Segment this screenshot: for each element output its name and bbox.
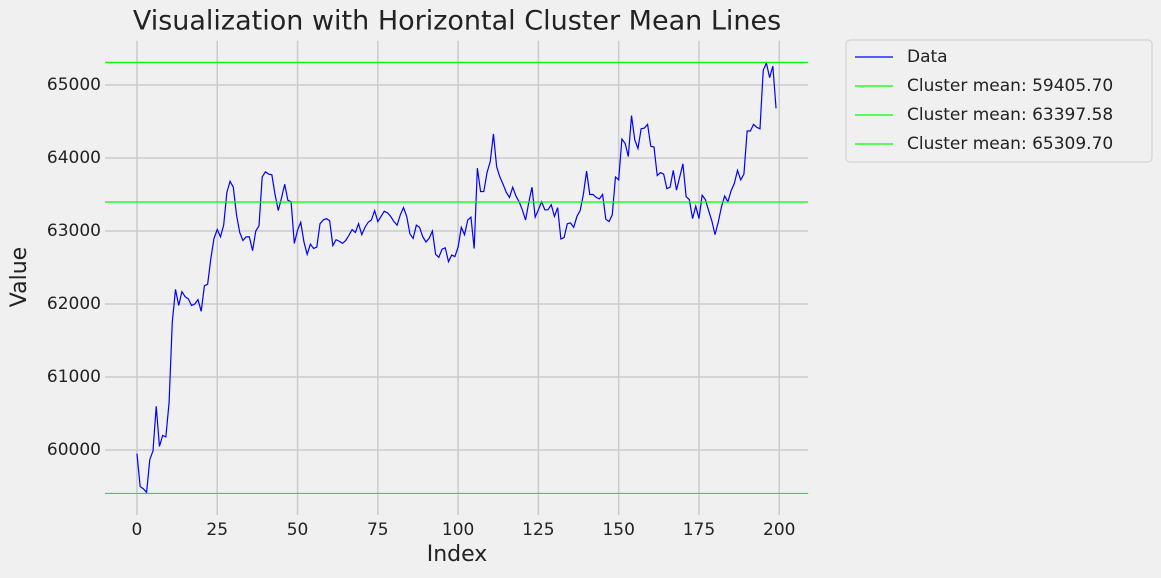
x-tick-label: 100 [442,520,474,540]
chart-title: Visualization with Horizontal Cluster Me… [133,6,781,37]
x-tick-label: 200 [763,520,795,540]
y-tick-label: 65000 [47,75,101,95]
x-tick-label: 50 [287,520,309,540]
legend-label: Data [907,47,948,67]
y-tick-label: 62000 [47,294,101,314]
y-tick-label: 60000 [47,440,101,460]
y-axis-label: Value [7,247,32,307]
x-axis-label: Index [427,542,488,567]
legend-label: Cluster mean: 65309.70 [907,134,1113,154]
legend-box [845,39,1153,163]
x-tick-label: 0 [132,520,143,540]
y-tick-label: 61000 [47,367,101,387]
x-tick-label: 175 [683,520,715,540]
x-tick-label: 150 [602,520,634,540]
legend-label: Cluster mean: 59405.70 [907,76,1113,96]
x-tick-label: 75 [367,520,389,540]
x-tick-label: 25 [206,520,228,540]
legend-label: Cluster mean: 63397.58 [907,105,1113,125]
data-line [136,61,777,494]
y-tick-label: 63000 [47,221,101,241]
x-tick-label: 125 [522,520,554,540]
y-tick-label: 64000 [47,148,101,168]
